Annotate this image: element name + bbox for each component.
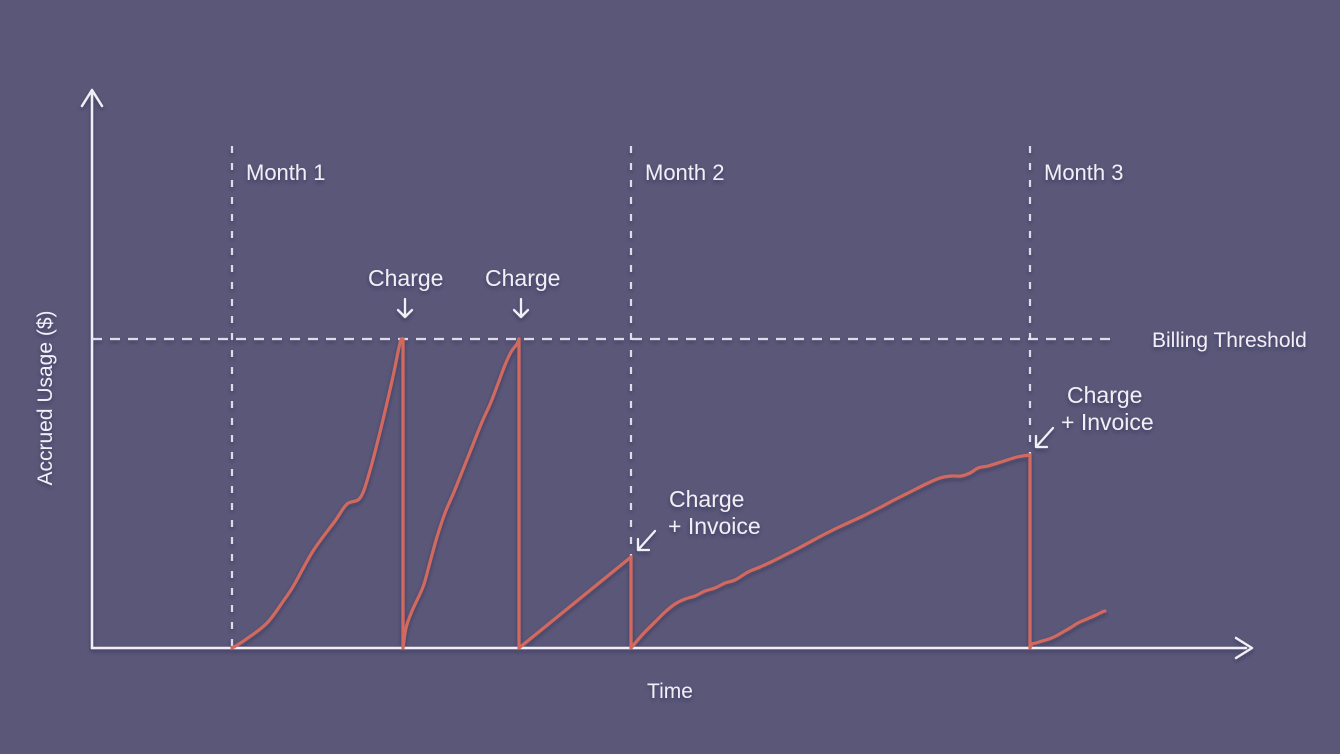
svg-text:Billing Threshold: Billing Threshold [1152,329,1307,352]
svg-text:Month 3: Month 3 [1044,160,1124,185]
svg-text:Month 2: Month 2 [645,160,725,185]
svg-text:Month 1: Month 1 [246,160,326,185]
svg-text:Accrued Usage ($): Accrued Usage ($) [34,310,57,485]
svg-text:Time: Time [647,680,693,703]
svg-text:Charge: Charge [485,265,560,291]
svg-text:Charge: Charge [1067,382,1142,408]
svg-text:+ Invoice: + Invoice [668,513,761,539]
svg-text:Charge: Charge [669,486,744,512]
svg-text:Charge: Charge [368,265,443,291]
svg-text:+ Invoice: + Invoice [1061,409,1154,435]
